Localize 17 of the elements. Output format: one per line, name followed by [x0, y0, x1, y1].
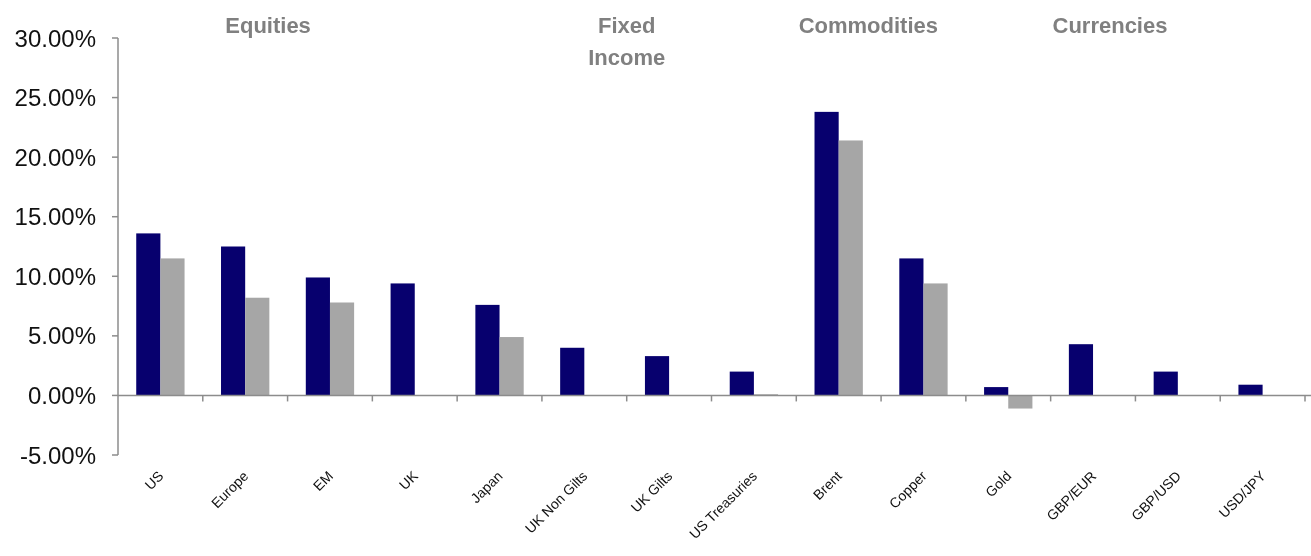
y-tick-label: 10.00%	[14, 262, 96, 290]
y-tick-label: 30.00%	[14, 24, 96, 52]
y-tick-label: 0.00%	[27, 382, 96, 410]
y-tick-label: -5.00%	[19, 441, 96, 469]
x-tick-label: UK Gilts	[627, 467, 676, 516]
annotation: Currencies	[1052, 13, 1168, 38]
y-tick-label: 20.00%	[14, 143, 96, 171]
x-tick-label: US	[141, 467, 167, 493]
annotation: Equities	[225, 13, 311, 38]
y-tick-label: 5.00%	[27, 322, 96, 350]
y-tick-label: 15.00%	[14, 203, 96, 231]
x-tick-label: EM	[309, 467, 337, 494]
x-tick-label: UK Non Gilts	[521, 467, 591, 537]
annotation: Commodities	[798, 13, 939, 38]
annotation: Fixed Income	[588, 13, 666, 70]
y-tick-label: 25.00%	[14, 84, 96, 112]
x-tick-label: UK	[395, 467, 422, 493]
